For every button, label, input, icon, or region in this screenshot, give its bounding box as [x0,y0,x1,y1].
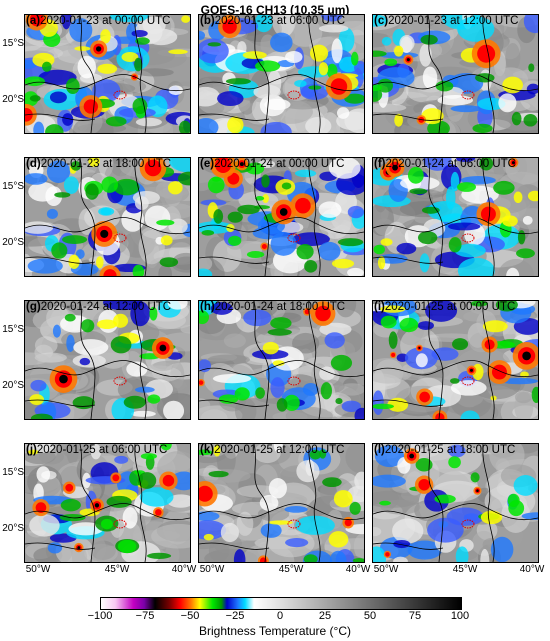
longitude-label: 50°W [199,564,225,575]
colorbar-tick-label: 100 [450,610,470,622]
colorbar-tick-label: −50 [180,610,200,622]
panel-label: (j)2020-01-25 at 06:00 UTC [25,444,190,457]
panel-label: (b)2020-01-23 at 06:00 UTC [199,15,364,28]
longitude-label: 45°W [278,564,304,575]
panel-time: 2020-01-25 at 00:00 UTC [384,301,516,313]
panel-letter: (d) [26,158,41,170]
panel-label: (a)2020-01-23 at 00:00 UTC [25,15,190,28]
brightness-temperature-image [199,15,364,133]
colorbar-label: Brightness Temperature (°C) [199,624,351,638]
figure-title: GOES-16 CH13 (10.35 μm) [200,3,350,17]
colorbar [100,597,462,610]
colorbar-tick-label: 50 [363,610,377,622]
panel-time: 2020-01-25 at 12:00 UTC [214,444,345,456]
panel-label: (i)2020-01-25 at 00:00 UTC [373,301,538,314]
longitude-label: 50°W [373,564,399,575]
panel-time: 2020-01-25 at 06:00 UTC [36,444,168,456]
panel-time: 2020-01-24 at 06:00 UTC [385,158,516,170]
brightness-temperature-image [199,301,364,419]
colorbar-tick-label: 75 [408,610,422,622]
panel-letter: (j) [26,444,37,456]
panel-label: (e)2020-01-24 at 00:00 UTC [199,158,364,171]
panel-time: 2020-01-24 at 00:00 UTC [214,158,345,170]
panel-letter: (f) [374,158,386,170]
panel-letter: (i) [374,301,385,313]
colorbar-tick-label: −25 [225,610,245,622]
colorbar-tick-label: −100 [87,610,113,622]
panel-label: (c)2020-01-23 at 12:00 UTC [373,15,538,28]
latitude-label: 20°S [2,523,24,534]
satellite-panel: (f)2020-01-24 at 06:00 UTC [372,157,539,277]
latitude-label: 20°S [2,237,24,248]
panel-letter: (g) [26,301,41,313]
brightness-temperature-image [199,444,364,562]
satellite-panel: (l)2020-01-25 at 18:00 UTC [372,443,539,563]
brightness-temperature-image [199,158,364,276]
panel-label: (d)2020-01-23 at 18:00 UTC [25,158,190,171]
brightness-temperature-image [373,15,538,133]
latitude-label: 20°S [2,94,24,105]
longitude-label: 40°W [519,564,545,575]
latitude-label: 15°S [2,38,24,49]
longitude-label: 50°W [25,564,51,575]
panel-letter: (e) [200,158,215,170]
longitude-label: 45°W [452,564,478,575]
panel-time: 2020-01-23 at 12:00 UTC [388,15,519,27]
panel-time: 2020-01-23 at 06:00 UTC [214,15,346,27]
brightness-temperature-image [25,158,190,276]
satellite-panel: (i)2020-01-25 at 00:00 UTC [372,300,539,420]
satellite-panel: (g)2020-01-24 at 12:00 UTC [24,300,191,420]
brightness-temperature-image [25,15,190,133]
panel-letter: (c) [374,15,389,27]
latitude-label: 15°S [2,324,24,335]
satellite-panel: (c)2020-01-23 at 12:00 UTC [372,14,539,134]
panel-letter: (k) [200,444,215,456]
longitude-label: 45°W [104,564,130,575]
panel-label: (h)2020-01-24 at 18:00 UTC [199,301,364,314]
panel-time: 2020-01-23 at 00:00 UTC [40,15,171,27]
brightness-temperature-image [373,158,538,276]
colorbar-tick-label: 0 [276,610,284,622]
satellite-panel: (e)2020-01-24 at 00:00 UTC [198,157,365,277]
panel-letter: (h) [200,301,215,313]
satellite-panel: (b)2020-01-23 at 06:00 UTC [198,14,365,134]
panel-label: (l)2020-01-25 at 18:00 UTC [373,444,538,457]
panel-label: (f)2020-01-24 at 06:00 UTC [373,158,538,171]
satellite-panel: (d)2020-01-23 at 18:00 UTC [24,157,191,277]
satellite-panel: (k)2020-01-25 at 12:00 UTC [198,443,365,563]
panel-time: 2020-01-25 at 18:00 UTC [384,444,516,456]
panel-time: 2020-01-24 at 12:00 UTC [40,301,172,313]
satellite-panel: (a)2020-01-23 at 00:00 UTC [24,14,191,134]
satellite-panel: (h)2020-01-24 at 18:00 UTC [198,300,365,420]
brightness-temperature-image [25,444,190,562]
panel-letter: (b) [200,15,215,27]
panel-label: (k)2020-01-25 at 12:00 UTC [199,444,364,457]
longitude-label: 40°W [345,564,371,575]
colorbar-tick-label: −75 [135,610,155,622]
brightness-temperature-image [25,301,190,419]
latitude-label: 15°S [2,181,24,192]
colorbar-tick-label: 25 [318,610,332,622]
latitude-label: 15°S [2,467,24,478]
panel-letter: (a) [26,15,41,27]
brightness-temperature-image [373,444,538,562]
panel-letter: (l) [374,444,385,456]
panel-time: 2020-01-24 at 18:00 UTC [214,301,346,313]
satellite-panel: (j)2020-01-25 at 06:00 UTC [24,443,191,563]
latitude-label: 20°S [2,380,24,391]
panel-label: (g)2020-01-24 at 12:00 UTC [25,301,190,314]
panel-time: 2020-01-23 at 18:00 UTC [40,158,172,170]
longitude-label: 40°W [171,564,197,575]
brightness-temperature-image [373,301,538,419]
